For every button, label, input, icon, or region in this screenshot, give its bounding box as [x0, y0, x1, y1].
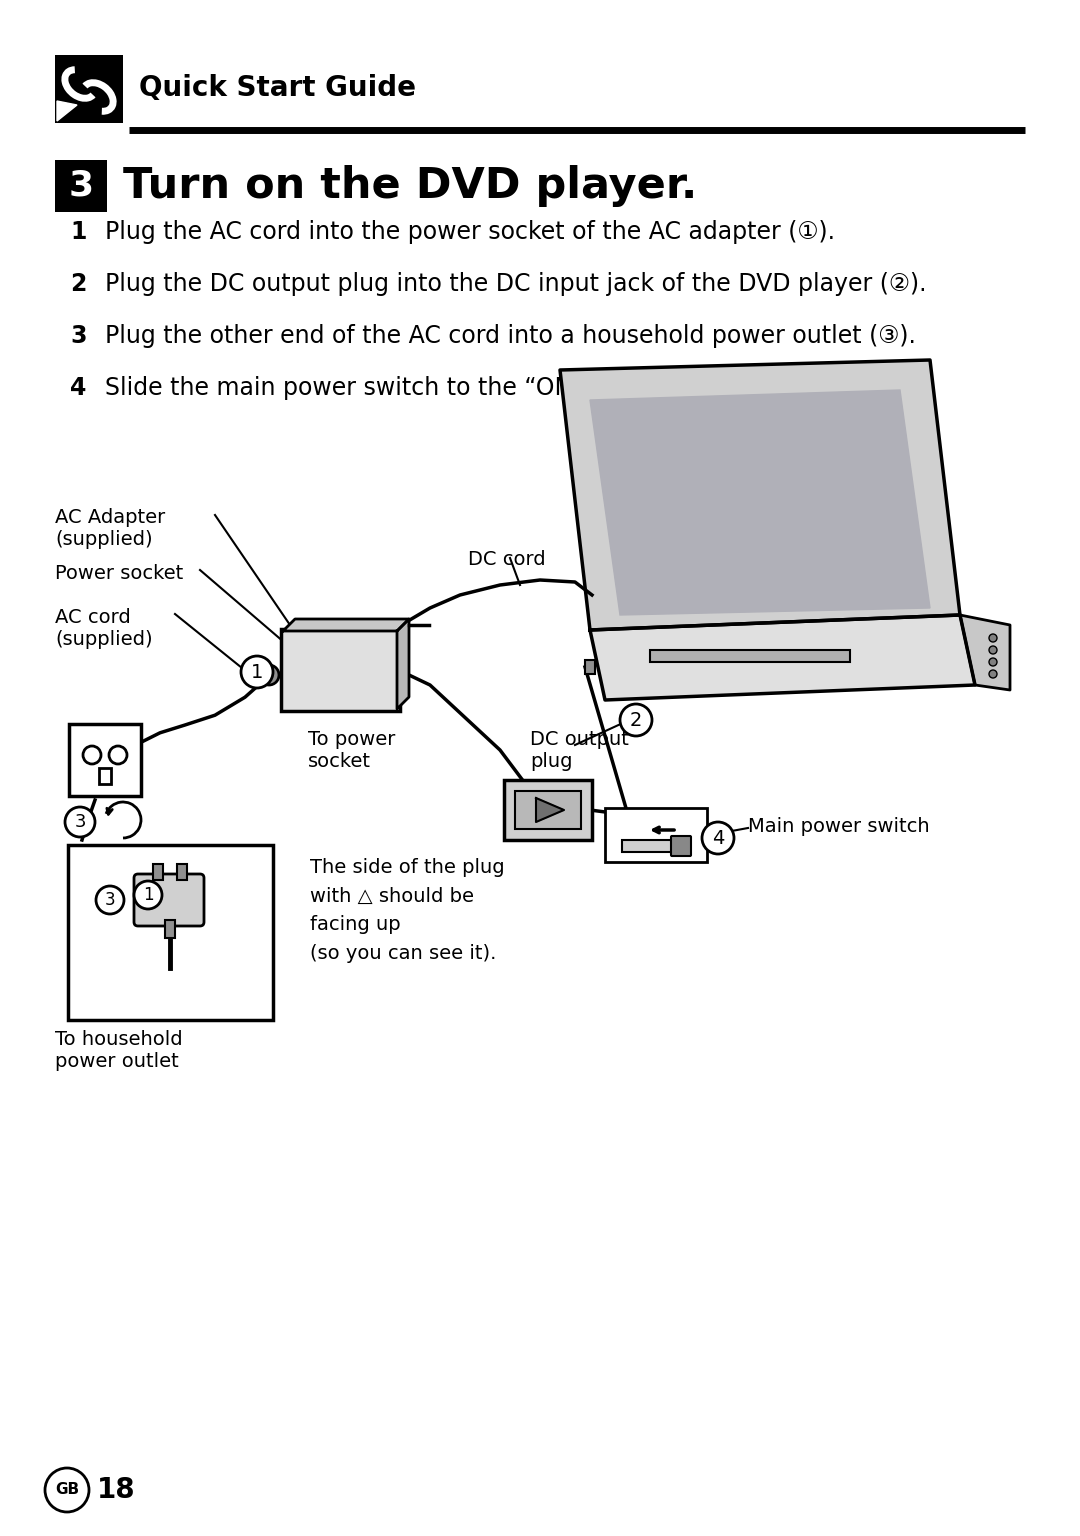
- Bar: [622, 840, 687, 852]
- Polygon shape: [283, 619, 409, 631]
- Bar: [177, 863, 187, 880]
- Text: Power socket: Power socket: [55, 564, 184, 584]
- Circle shape: [989, 670, 997, 677]
- Text: Quick Start Guide: Quick Start Guide: [139, 74, 416, 101]
- Text: 1: 1: [143, 886, 153, 905]
- Circle shape: [259, 665, 279, 685]
- Text: 3: 3: [68, 169, 94, 203]
- Bar: [99, 768, 111, 783]
- Text: 1: 1: [70, 220, 86, 244]
- Text: AC Adapter
(supplied): AC Adapter (supplied): [55, 508, 165, 548]
- Bar: [153, 863, 163, 880]
- Text: AC cord
(supplied): AC cord (supplied): [55, 608, 152, 650]
- Text: 18: 18: [97, 1476, 136, 1504]
- Circle shape: [96, 886, 124, 914]
- Text: 1: 1: [251, 662, 264, 682]
- Polygon shape: [561, 359, 960, 630]
- Circle shape: [989, 634, 997, 642]
- FancyBboxPatch shape: [504, 780, 592, 840]
- Circle shape: [702, 822, 734, 854]
- Bar: [55, 160, 107, 212]
- Polygon shape: [590, 614, 975, 700]
- Text: 2: 2: [630, 711, 643, 730]
- FancyBboxPatch shape: [515, 791, 581, 829]
- Text: Plug the AC cord into the power socket of the AC adapter (①).: Plug the AC cord into the power socket o…: [90, 220, 835, 244]
- Text: DC output
plug: DC output plug: [530, 730, 629, 771]
- Circle shape: [109, 746, 127, 763]
- Text: 3: 3: [75, 813, 85, 831]
- Text: Plug the other end of the AC cord into a household power outlet (③).: Plug the other end of the AC cord into a…: [90, 324, 916, 349]
- Circle shape: [65, 806, 95, 837]
- Text: For the U.K.
and Eire: For the U.K. and Eire: [78, 971, 192, 1011]
- Bar: [650, 650, 850, 662]
- Circle shape: [134, 882, 162, 909]
- Text: Main power switch: Main power switch: [748, 817, 930, 836]
- Text: 3: 3: [105, 891, 116, 909]
- Polygon shape: [590, 390, 930, 614]
- Circle shape: [83, 746, 102, 763]
- Bar: [165, 920, 175, 938]
- Polygon shape: [536, 799, 564, 822]
- Bar: [68, 845, 273, 1020]
- Polygon shape: [960, 614, 1010, 690]
- Text: DC cord: DC cord: [468, 550, 545, 568]
- Circle shape: [241, 656, 273, 688]
- Circle shape: [989, 647, 997, 654]
- FancyBboxPatch shape: [281, 630, 400, 711]
- FancyBboxPatch shape: [671, 836, 691, 856]
- Text: To power
socket: To power socket: [308, 730, 395, 771]
- Text: Plug the DC output plug into the DC input jack of the DVD player (②).: Plug the DC output plug into the DC inpu…: [90, 272, 927, 296]
- Circle shape: [45, 1468, 89, 1511]
- Circle shape: [989, 657, 997, 667]
- Circle shape: [620, 703, 652, 736]
- Text: Turn on the DVD player.: Turn on the DVD player.: [123, 164, 698, 207]
- Text: 4: 4: [712, 828, 725, 848]
- Text: Slide the main power switch to the “ON” position (④).: Slide the main power switch to the “ON” …: [90, 376, 740, 399]
- Text: GB: GB: [55, 1482, 79, 1498]
- Bar: [55, 55, 123, 123]
- Text: 4: 4: [70, 376, 86, 399]
- Text: The side of the plug
with △ should be
facing up
(so you can see it).: The side of the plug with △ should be fa…: [310, 859, 504, 963]
- Polygon shape: [397, 619, 409, 710]
- FancyBboxPatch shape: [605, 808, 707, 862]
- Text: 3: 3: [70, 324, 86, 349]
- Bar: [585, 660, 595, 674]
- Text: To household
power outlet: To household power outlet: [55, 1031, 183, 1071]
- FancyBboxPatch shape: [134, 874, 204, 926]
- Polygon shape: [57, 101, 77, 121]
- Bar: [69, 723, 141, 796]
- Text: 2: 2: [70, 272, 86, 296]
